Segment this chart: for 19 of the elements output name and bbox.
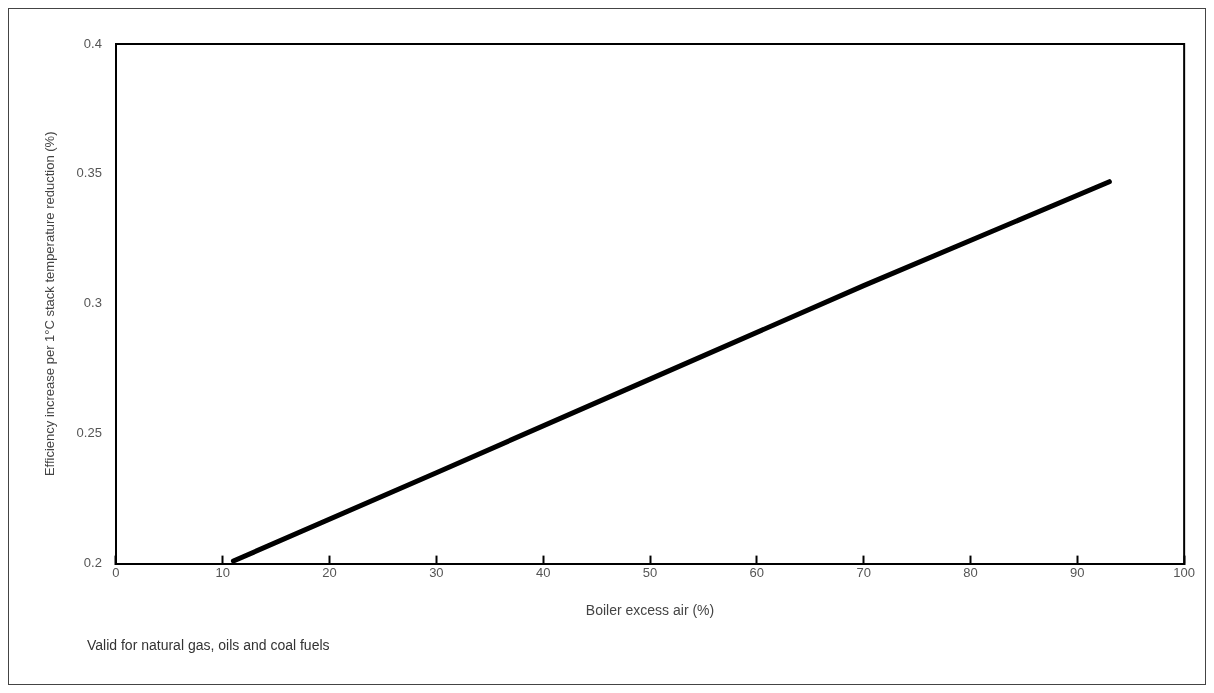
x-tick-label: 40 xyxy=(535,564,551,580)
x-tick-label: 60 xyxy=(749,564,765,580)
x-tick-label: 10 xyxy=(215,564,230,580)
x-tick-label: 90 xyxy=(1070,564,1085,580)
x-tick-label: 30 xyxy=(429,564,444,580)
y-tick-label: 0.2 xyxy=(83,555,102,571)
x-axis-title: Boiler excess air (%) xyxy=(585,602,715,619)
x-tick-label: 0 xyxy=(112,564,120,580)
x-tick-label: 70 xyxy=(856,564,871,580)
x-tick-label: 100 xyxy=(1173,564,1196,580)
y-axis-title: Efficiency increase per 1°C stack temperature reduction (%) xyxy=(42,131,58,477)
y-tick-label: 0.3 xyxy=(83,295,102,311)
x-tick-label: 80 xyxy=(963,564,978,580)
x-tick-label: 20 xyxy=(322,564,337,580)
y-tick-label: 0.35 xyxy=(76,165,102,181)
y-tick-label: 0.25 xyxy=(76,425,102,441)
text: Valid for natural gas, oils and coal fuels xyxy=(87,637,330,653)
y-tick-label: 0.4 xyxy=(83,35,102,51)
x-tick-label: 50 xyxy=(642,564,658,580)
